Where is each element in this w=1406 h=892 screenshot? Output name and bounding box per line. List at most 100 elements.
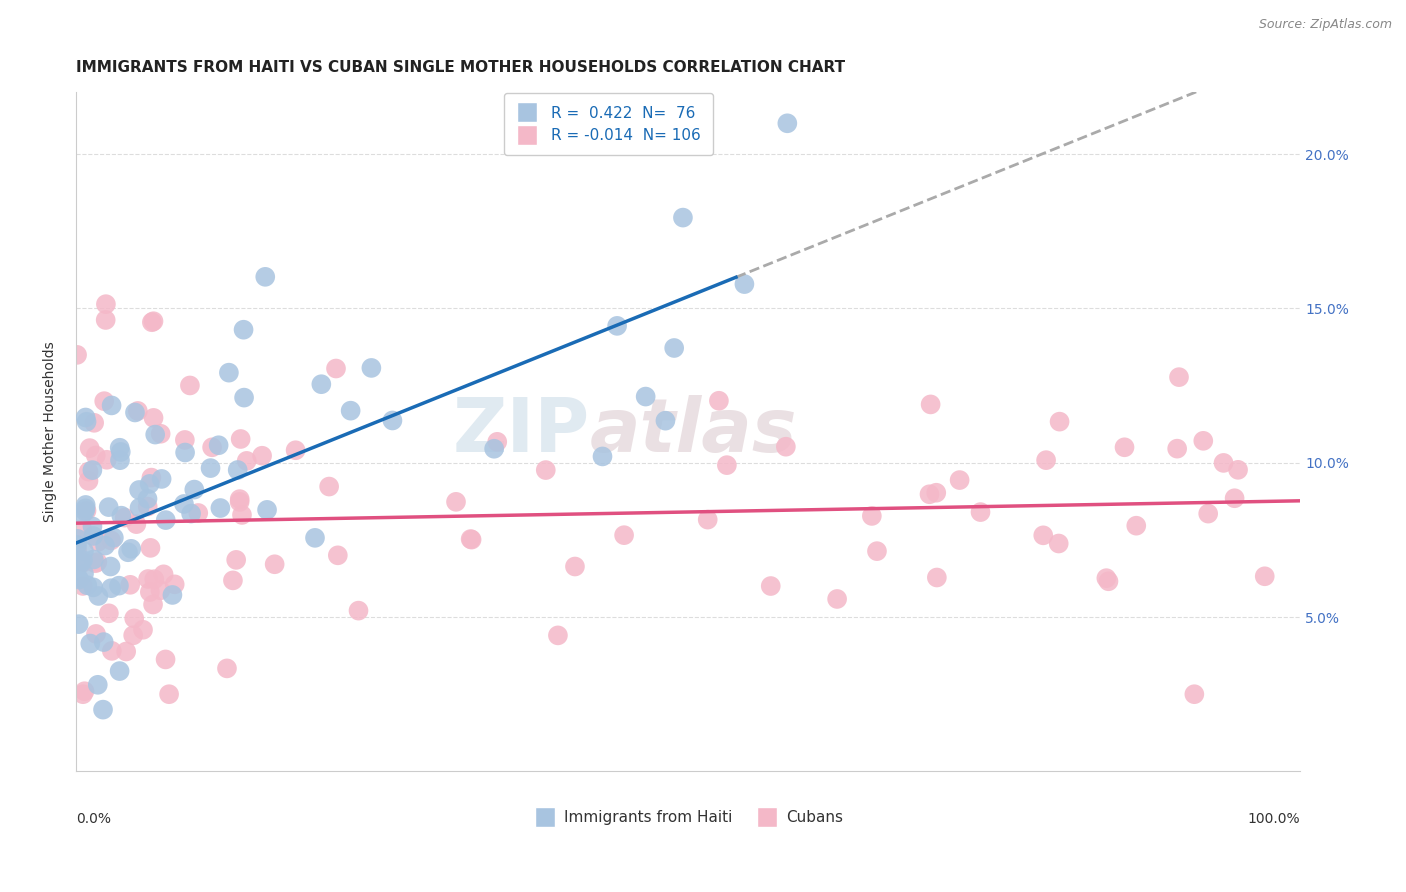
Point [174,445,197,459]
Point [67,573,90,587]
Point [155,652,177,666]
Point [775,440,797,454]
Legend: Immigrants from Haiti, Cubans: Immigrants from Haiti, Cubans [527,805,849,831]
Point [143,572,166,586]
Point [73,504,96,518]
Point [444,495,467,509]
Point [82,580,104,594]
Point [1197,507,1219,521]
Point [179,378,201,392]
Point [707,393,730,408]
Point [127,404,149,418]
Point [136,500,159,514]
Point [67,617,90,632]
Point [79,441,101,455]
Point [173,497,195,511]
Point [1049,415,1071,429]
Point [72,553,94,567]
Point [83,416,105,430]
Point [825,591,848,606]
Point [759,579,782,593]
Point [233,391,256,405]
Point [93,635,115,649]
Point [141,470,163,484]
Point [100,399,122,413]
Point [93,394,115,409]
Point [592,450,614,464]
Point [696,513,718,527]
Point [318,479,340,493]
Text: atlas: atlas [591,395,797,468]
Point [860,508,883,523]
Point [142,410,165,425]
Point [254,269,277,284]
Point [84,556,107,570]
Text: ZIP: ZIP [453,395,591,468]
Point [143,427,166,442]
Point [73,566,96,581]
Point [776,116,799,130]
Point [84,627,107,641]
Point [162,588,184,602]
Point [634,390,657,404]
Point [76,578,98,592]
Point [100,559,122,574]
Point [125,517,148,532]
Point [163,577,186,591]
Point [232,323,254,337]
Point [76,504,98,518]
Point [139,541,162,555]
Point [256,503,278,517]
Point [86,555,108,569]
Point [1097,574,1119,589]
Point [263,558,285,572]
Point [115,644,138,658]
Point [108,664,131,678]
Point [1168,370,1191,384]
Point [79,636,101,650]
Point [77,465,100,479]
Point [149,583,172,598]
Point [664,341,686,355]
Point [101,644,124,658]
Point [1212,456,1234,470]
Point [136,491,159,506]
Point [67,571,90,585]
Point [138,476,160,491]
Point [94,313,117,327]
Point [84,449,107,463]
Point [547,628,569,642]
Point [142,598,165,612]
Point [66,538,89,552]
Point [152,567,174,582]
Point [918,487,941,501]
Point [460,533,482,547]
Point [122,628,145,642]
Point [75,501,97,516]
Point [70,522,93,536]
Point [225,553,247,567]
Point [1254,569,1277,583]
Point [173,433,195,447]
Point [325,361,347,376]
Point [218,366,240,380]
Point [120,541,142,556]
Point [969,505,991,519]
Point [733,277,755,291]
Point [97,500,120,515]
Point [114,510,136,524]
Point [97,607,120,621]
Point [235,454,257,468]
Point [155,513,177,527]
Point [654,414,676,428]
Point [215,661,238,675]
Point [606,318,628,333]
Point [180,507,202,521]
Point [120,578,142,592]
Point [75,498,97,512]
Point [716,458,738,472]
Point [132,623,155,637]
Point [142,314,165,328]
Point [207,438,229,452]
Point [149,426,172,441]
